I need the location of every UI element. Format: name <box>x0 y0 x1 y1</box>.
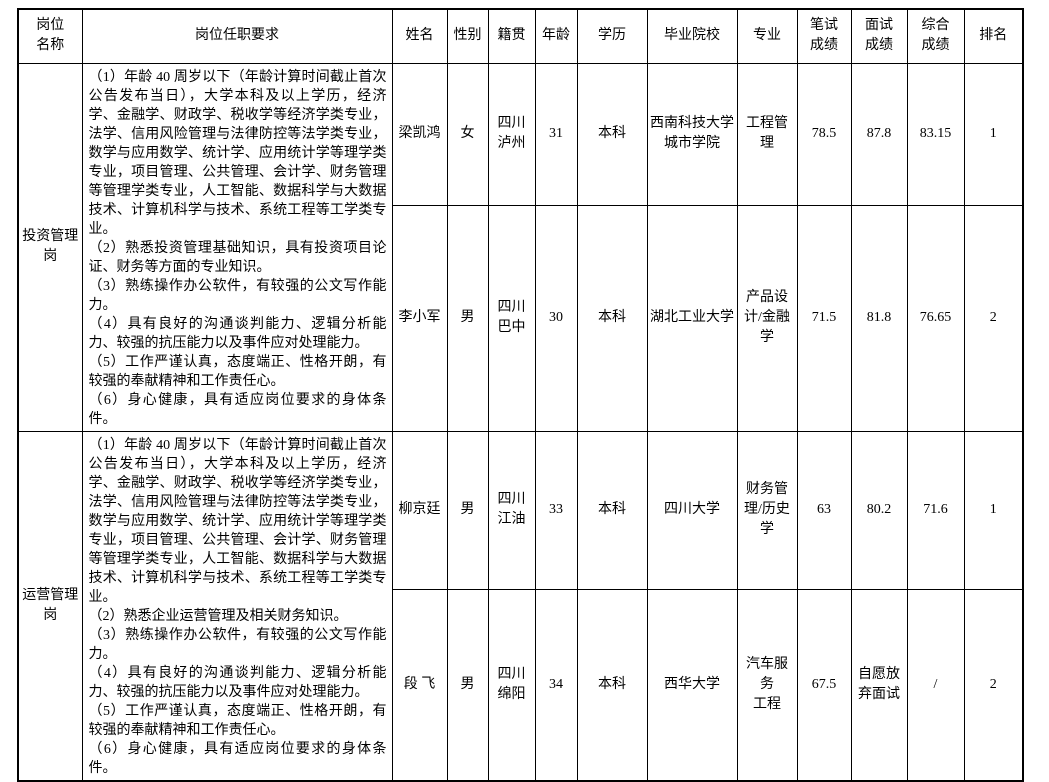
gender-cell: 女 <box>446 62 489 207</box>
hometown-cell: 四川 泸州 <box>487 62 536 207</box>
col-header-school: 毕业院校 <box>646 8 738 64</box>
col-header-rank: 排名 <box>963 8 1024 64</box>
school-cell: 西华大学 <box>646 589 738 781</box>
col-header-gender: 性别 <box>446 8 489 64</box>
name-cell: 梁凯鸿 <box>391 62 448 207</box>
education-cell: 本科 <box>576 430 648 591</box>
overall-score-cell: 71.6 <box>906 430 965 591</box>
col-header-interview-score: 面试 成绩 <box>850 8 908 64</box>
position-name-cell: 运营管理岗 <box>17 430 83 781</box>
name-cell: 柳京廷 <box>391 430 448 591</box>
requirements-cell: （1）年龄 40 周岁以下（年龄计算时间截止首次公告发布当日），大学本科及以上学… <box>81 62 393 432</box>
col-header-hometown: 籍贯 <box>487 8 536 64</box>
hometown-cell: 四川 巴中 <box>487 205 536 432</box>
col-header-age: 年龄 <box>534 8 578 64</box>
interview-score-cell: 87.8 <box>850 62 908 207</box>
school-cell: 湖北工业大学 <box>646 205 738 432</box>
document-page: 岗位 名称 岗位任职要求 姓名 性别 籍贯 年龄 学历 毕业院校 专业 笔试 成… <box>17 8 1024 782</box>
col-header-position-name: 岗位 名称 <box>17 8 83 64</box>
school-cell: 四川大学 <box>646 430 738 591</box>
age-cell: 34 <box>534 589 578 781</box>
written-score-cell: 67.5 <box>796 589 852 781</box>
written-score-cell: 63 <box>796 430 852 591</box>
gender-cell: 男 <box>446 589 489 781</box>
overall-score-cell: / <box>906 589 965 781</box>
hometown-cell: 四川 绵阳 <box>487 589 536 781</box>
education-cell: 本科 <box>576 205 648 432</box>
candidate-row: 运营管理岗 （1）年龄 40 周岁以下（年龄计算时间截止首次公告发布当日），大学… <box>17 430 1024 781</box>
written-score-cell: 71.5 <box>796 205 852 432</box>
hometown-cell: 四川 江油 <box>487 430 536 591</box>
age-cell: 33 <box>534 430 578 591</box>
interview-score-cell: 自愿放弃面试 <box>850 589 908 781</box>
name-cell: 段 飞 <box>391 589 448 781</box>
candidate-row: 投资管理岗 （1）年龄 40 周岁以下（年龄计算时间截止首次公告发布当日），大学… <box>17 62 1024 432</box>
col-header-education: 学历 <box>576 8 648 64</box>
major-cell: 产品设计/金融学 <box>736 205 798 432</box>
gender-cell: 男 <box>446 430 489 591</box>
rank-cell: 2 <box>963 205 1024 432</box>
rank-cell: 2 <box>963 589 1024 781</box>
overall-score-cell: 76.65 <box>906 205 965 432</box>
position-name-cell: 投资管理岗 <box>17 62 83 432</box>
interview-score-cell: 80.2 <box>850 430 908 591</box>
col-header-requirements: 岗位任职要求 <box>81 8 393 64</box>
education-cell: 本科 <box>576 589 648 781</box>
header-row: 岗位 名称 岗位任职要求 姓名 性别 籍贯 年龄 学历 毕业院校 专业 笔试 成… <box>17 8 1024 64</box>
rank-cell: 1 <box>963 430 1024 591</box>
name-cell: 李小军 <box>391 205 448 432</box>
gender-cell: 男 <box>446 205 489 432</box>
overall-score-cell: 83.15 <box>906 62 965 207</box>
requirements-cell: （1）年龄 40 周岁以下（年龄计算时间截止首次公告发布当日），大学本科及以上学… <box>81 430 393 781</box>
age-cell: 30 <box>534 205 578 432</box>
education-cell: 本科 <box>576 62 648 207</box>
interview-score-cell: 81.8 <box>850 205 908 432</box>
major-cell: 汽车服务 工程 <box>736 589 798 781</box>
col-header-major: 专业 <box>736 8 798 64</box>
recruitment-results-table: 岗位 名称 岗位任职要求 姓名 性别 籍贯 年龄 学历 毕业院校 专业 笔试 成… <box>17 8 1024 782</box>
rank-cell: 1 <box>963 62 1024 207</box>
age-cell: 31 <box>534 62 578 207</box>
col-header-overall-score: 综合 成绩 <box>906 8 965 64</box>
candidate-row: 李小军 男 四川 巴中 30 本科 湖北工业大学 产品设计/金融学 71.5 8… <box>18 205 1024 432</box>
major-cell: 工程管理 <box>736 62 798 207</box>
col-header-written-score: 笔试 成绩 <box>796 8 852 64</box>
school-cell: 西南科技大学 城市学院 <box>646 62 738 207</box>
major-cell: 财务管理/历史学 <box>736 430 798 591</box>
col-header-name: 姓名 <box>391 8 448 64</box>
written-score-cell: 78.5 <box>796 62 852 207</box>
